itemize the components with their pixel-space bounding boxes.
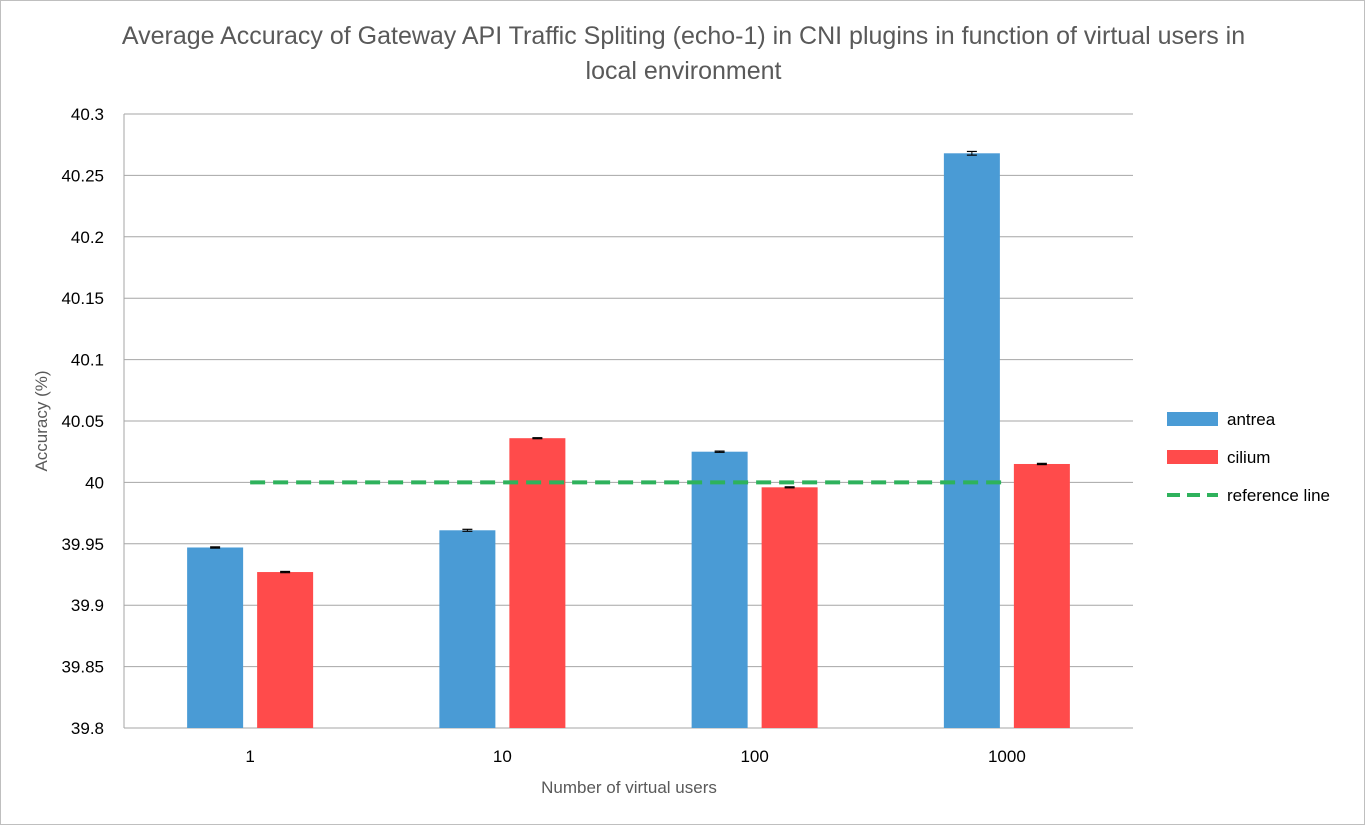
x-tick-label: 100: [740, 747, 768, 766]
y-tick-label: 39.95: [61, 535, 104, 554]
x-axis-title: Number of virtual users: [541, 778, 717, 797]
bar-cilium-10: [509, 438, 566, 728]
y-tick-label: 40.25: [61, 166, 104, 185]
x-tick-label: 10: [493, 747, 512, 766]
y-tick-label: 40.05: [61, 412, 104, 431]
y-tick-label: 40.3: [71, 105, 104, 124]
y-tick-label: 39.9: [71, 596, 104, 615]
y-tick-label: 39.8: [71, 719, 104, 738]
legend-swatch: [1167, 450, 1218, 464]
y-axis-title: Accuracy (%): [32, 370, 51, 471]
legend-label: antrea: [1227, 410, 1276, 429]
bars: [187, 153, 1070, 728]
error-bars: [210, 150, 1047, 574]
y-tick-label: 39.85: [61, 658, 104, 677]
error-bar-cilium-1000: [1036, 462, 1047, 466]
error-bar-cilium-100: [784, 486, 795, 489]
legend-label: cilium: [1227, 448, 1270, 467]
x-tick-label: 1: [245, 747, 254, 766]
bar-antrea-1000: [943, 153, 1000, 728]
chart-title: Average Accuracy of Gateway API Traffic …: [121, 22, 1246, 85]
y-tick-label: 40: [85, 473, 104, 492]
bar-antrea-100: [691, 451, 748, 728]
y-tick-label: 40.2: [71, 228, 104, 247]
bar-cilium-1: [257, 572, 314, 728]
bar-cilium-100: [761, 487, 818, 728]
error-bar-antrea-10: [462, 528, 473, 532]
legend-item-cilium: cilium: [1167, 448, 1270, 467]
legend-item-reference-line: reference line: [1167, 486, 1330, 505]
error-bar-antrea-100: [714, 450, 725, 453]
bar-antrea-10: [439, 530, 496, 728]
error-bar-cilium-1: [280, 570, 291, 574]
x-tick-label: 1000: [988, 747, 1026, 766]
error-bar-cilium-10: [532, 437, 543, 440]
error-bar-antrea-1: [210, 546, 221, 549]
legend-item-antrea: antrea: [1167, 410, 1276, 429]
legend-label: reference line: [1227, 486, 1330, 505]
x-axis-ticks: 1 10 100 1000: [245, 747, 1025, 766]
bar-cilium-1000: [1013, 463, 1070, 728]
bar-antrea-1: [187, 547, 244, 728]
y-tick-label: 40.1: [71, 351, 104, 370]
legend: antrea cilium reference line: [1167, 410, 1330, 505]
legend-swatch: [1167, 412, 1218, 426]
error-bar-antrea-1000: [966, 150, 977, 156]
y-axis-ticks: 39.8 39.85 39.9 39.95 40 40.05 40.1 40.15 40.2 40…: [61, 105, 104, 738]
y-tick-label: 40.15: [61, 289, 104, 308]
